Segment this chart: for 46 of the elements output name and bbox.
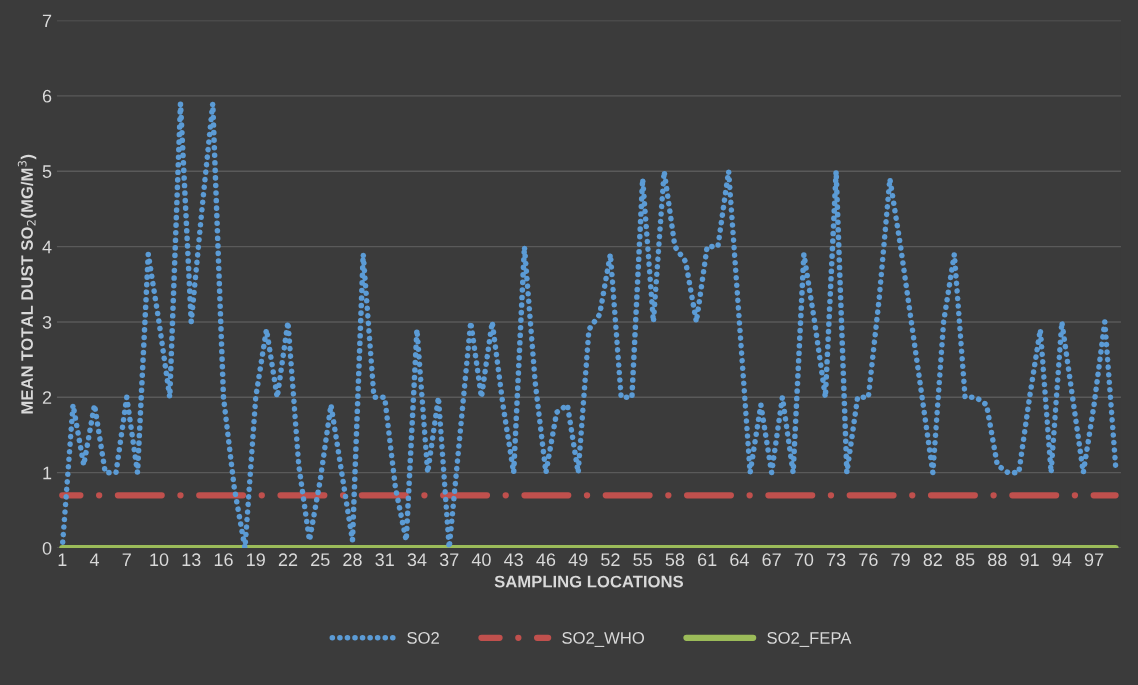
x-tick-label: 49: [568, 553, 588, 567]
x-tick-label: 7: [122, 553, 131, 566]
x-tick-label: 85: [955, 553, 975, 567]
y-tick-label: 6: [42, 89, 52, 103]
y-tick-label: 0: [42, 541, 52, 555]
x-tick-label: 1: [58, 553, 67, 566]
x-tick-label: 79: [891, 553, 910, 567]
legend-label: SO2_WHO: [562, 632, 645, 647]
y-tick-label: 5: [42, 165, 52, 178]
x-tick-label: 4: [89, 553, 100, 566]
x-tick-label: 76: [859, 553, 878, 567]
x-tick-label: 16: [214, 553, 233, 567]
x-tick-label: 52: [601, 553, 620, 567]
x-tick-label: 82: [923, 553, 942, 567]
x-tick-label: 28: [343, 553, 362, 567]
x-tick-label: 61: [698, 553, 717, 567]
x-tick-label: 40: [471, 553, 491, 567]
x-tick-label: 13: [182, 553, 201, 567]
legend-label: SO2_FEPA: [767, 632, 852, 647]
y-tick-label: 4: [42, 240, 52, 254]
y-tick-label: 7: [42, 14, 52, 28]
x-tick-label: 10: [150, 553, 169, 567]
x-tick-label: 22: [278, 553, 298, 566]
x-tick-label: 94: [1052, 553, 1072, 567]
x-tick-label: 67: [762, 553, 781, 567]
y-tick-label: 3: [42, 315, 52, 329]
x-tick-label: 91: [1020, 553, 1039, 567]
x-tick-label: 46: [536, 553, 556, 567]
x-tick-label: 70: [794, 553, 814, 567]
x-tick-label: 37: [439, 553, 459, 567]
x-tick-label: 97: [1084, 553, 1104, 567]
x-tick-label: 64: [730, 553, 749, 567]
x-tick-label: 55: [633, 553, 652, 567]
legend-label: SO2: [407, 632, 439, 644]
x-tick-label: 25: [311, 553, 330, 567]
x-tick-label: 43: [504, 553, 523, 567]
y-tick-label: 2: [42, 391, 52, 404]
x-tick-label: 34: [407, 553, 427, 567]
y-tick-label: 1: [43, 466, 52, 480]
x-tick-label: 88: [988, 553, 1007, 567]
x-tick-label: 31: [375, 553, 394, 567]
y-axis-title: MEAN TOTAL DUST SO$_{2}$(MG/M$^{3}$): [17, 154, 37, 414]
x-tick-label: 58: [665, 553, 685, 567]
x-tick-label: 19: [247, 553, 265, 567]
x-tick-label: 73: [827, 553, 846, 567]
x-axis-title: SAMPLING LOCATIONS: [494, 575, 684, 588]
